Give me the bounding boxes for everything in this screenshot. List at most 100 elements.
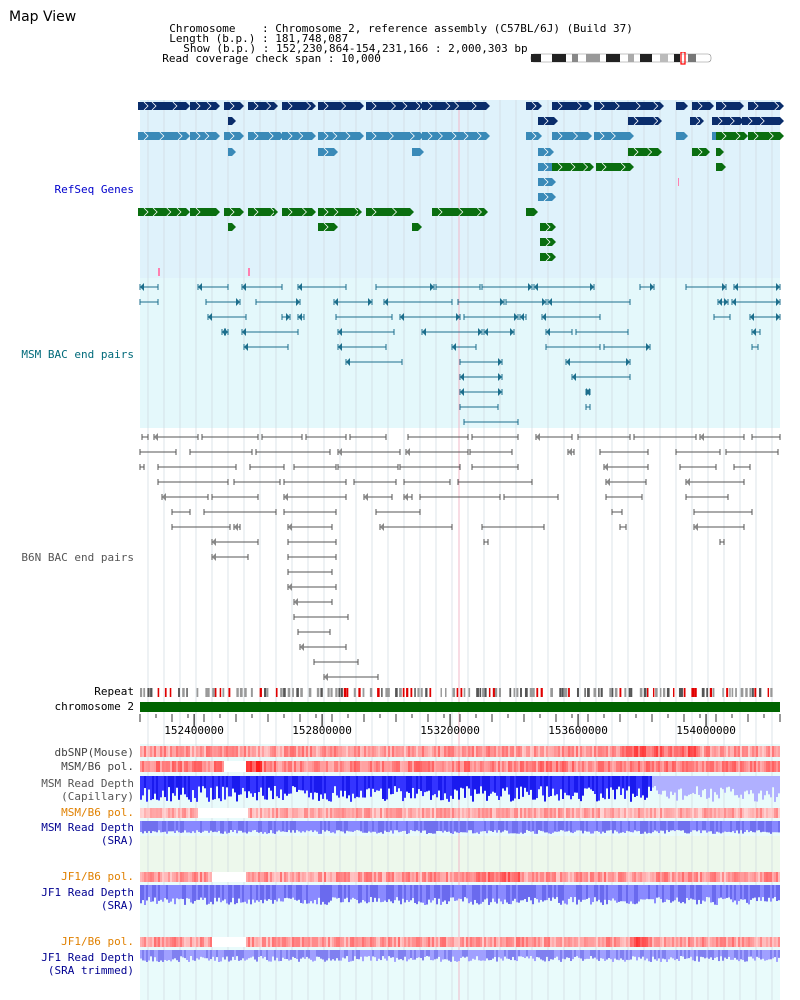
depth-bar — [256, 885, 258, 901]
depth-bar — [256, 950, 258, 962]
depth-bar — [532, 821, 534, 832]
heat-cell — [666, 872, 668, 882]
depth-bar — [296, 821, 298, 831]
depth-bar — [732, 821, 734, 832]
repeat-element — [576, 688, 579, 697]
depth-bar — [236, 776, 238, 802]
heat-cell — [558, 937, 560, 947]
heat-cell — [536, 937, 538, 947]
heat-cell — [214, 937, 216, 947]
msm-depth-capillary-label: MSM Read Depth — [41, 777, 134, 790]
depth-bar — [528, 821, 530, 831]
heat-cell — [384, 872, 386, 882]
heat-cell — [750, 746, 752, 757]
bac-end-marker — [724, 298, 728, 306]
depth-bar — [598, 821, 600, 832]
refseq-gene — [712, 117, 740, 125]
heat-cell — [328, 937, 330, 947]
depth-bar — [526, 885, 528, 902]
heat-cell — [160, 937, 162, 947]
repeat-element — [452, 688, 456, 697]
heat-cell — [270, 808, 272, 818]
depth-bar — [208, 776, 210, 802]
depth-bar — [216, 821, 218, 833]
heat-cell — [358, 761, 360, 772]
depth-bar — [430, 821, 432, 834]
chromosome-ideogram[interactable] — [528, 52, 718, 66]
depth-bar — [478, 776, 480, 794]
heat-cell — [144, 937, 146, 947]
heat-cell — [508, 761, 510, 772]
heat-cell — [266, 872, 268, 882]
depth-bar — [504, 776, 506, 791]
depth-bar — [170, 821, 172, 832]
depth-bar — [344, 821, 346, 834]
heat-cell — [652, 746, 654, 757]
depth-bar — [772, 821, 774, 833]
heat-cell — [548, 746, 550, 757]
heat-cell — [178, 746, 180, 757]
depth-bar — [628, 885, 630, 904]
depth-bar — [432, 821, 434, 834]
heat-cell — [664, 761, 666, 772]
bac-end-marker — [626, 358, 630, 366]
heat-cell — [314, 937, 316, 947]
depth-bar — [316, 885, 318, 905]
heat-cell — [600, 746, 602, 757]
heat-cell — [458, 937, 460, 947]
heat-cell — [680, 761, 682, 772]
depth-bar — [480, 776, 482, 787]
bac-end-marker — [694, 523, 698, 531]
heat-cell — [536, 808, 538, 818]
coverage-info-row: Read coverage check span : 10,000 — [162, 52, 381, 65]
depth-bar — [624, 885, 626, 902]
depth-bar — [336, 776, 338, 796]
heat-cell — [754, 872, 756, 882]
depth-bar — [352, 776, 354, 794]
bac-end-marker — [298, 283, 302, 291]
gene-arrow-head — [186, 208, 190, 216]
depth-bar — [176, 885, 178, 899]
heat-cell — [282, 937, 284, 947]
heat-cell — [266, 746, 268, 757]
bac-end-marker — [498, 373, 502, 381]
heat-cell — [494, 872, 496, 882]
repeat-element — [377, 688, 380, 697]
bac-end-marker — [646, 343, 650, 351]
depth-bar — [668, 885, 670, 901]
depth-bar — [484, 776, 486, 791]
depth-bar — [736, 821, 738, 831]
depth-bar — [644, 950, 646, 961]
depth-bar — [544, 885, 546, 901]
heat-cell — [342, 872, 344, 882]
gene-strand-arrow — [721, 101, 727, 111]
depth-bar — [674, 821, 676, 832]
heat-cell — [754, 937, 756, 947]
heat-cell — [628, 872, 630, 882]
heat-cell — [240, 937, 242, 947]
repeat-element — [420, 688, 423, 697]
heat-cell — [234, 746, 236, 757]
depth-bar — [258, 821, 260, 833]
heat-cell — [536, 761, 538, 772]
depth-bar — [570, 950, 572, 962]
heat-cell — [580, 808, 582, 818]
heat-cell — [510, 808, 512, 818]
depth-bar — [508, 776, 510, 795]
heat-cell — [264, 808, 266, 818]
repeat-element — [343, 688, 347, 697]
depth-bar — [654, 776, 656, 787]
depth-bar — [262, 950, 264, 959]
heat-cell — [458, 872, 460, 882]
heat-cell — [734, 761, 736, 772]
depth-bar — [184, 950, 186, 959]
heat-cell — [582, 937, 584, 947]
gene-strand-arrow — [345, 131, 351, 141]
depth-bar — [388, 950, 390, 957]
gene-strand-arrow — [543, 147, 549, 157]
heat-cell — [710, 872, 712, 882]
depth-bar — [202, 885, 204, 900]
depth-bar — [192, 821, 194, 832]
depth-bar — [602, 776, 604, 798]
